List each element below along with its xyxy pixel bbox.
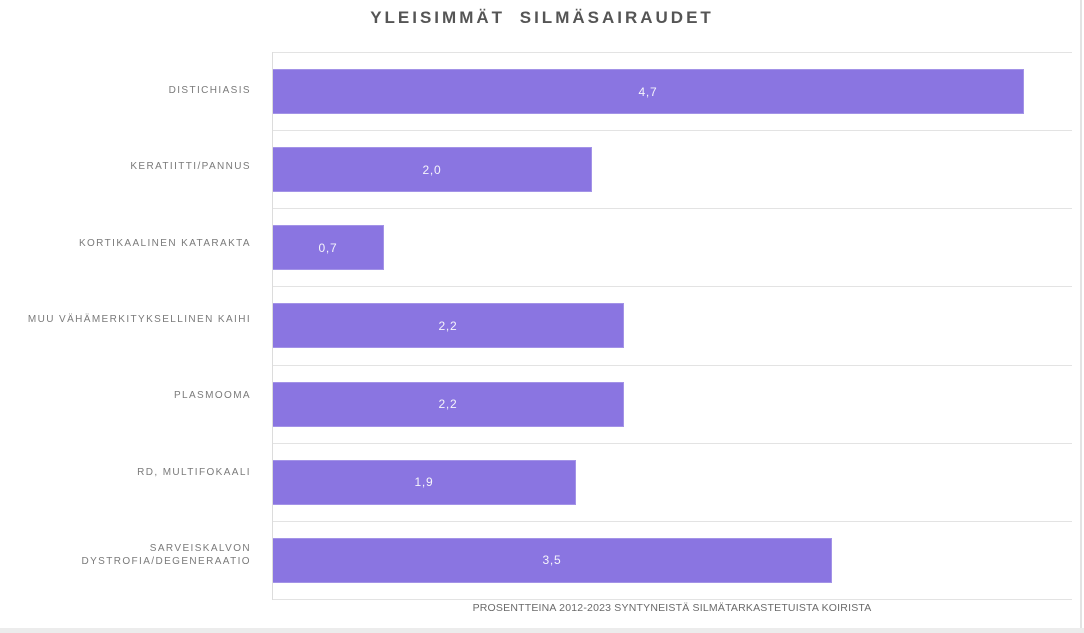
chart-caption: PROSENTTEINA 2012-2023 SYNTYNEISTÄ SILMÄ… bbox=[472, 602, 872, 614]
category-label: PLASMOOMA bbox=[173, 390, 251, 402]
chart-title: YLEISIMMÄT SILMÄSAIRAUDET bbox=[370, 8, 714, 27]
bar-value-label: 1,9 bbox=[414, 475, 434, 490]
bar-value-label: 2,0 bbox=[422, 162, 442, 177]
category-labels: DISTICHIASIS KERATIITTI/PANNUS KORTIKAALIN… bbox=[0, 52, 262, 600]
bar: 2,2 bbox=[272, 381, 624, 427]
bar: 3,5 bbox=[272, 537, 832, 583]
category-label: DISTICHIASIS bbox=[168, 84, 251, 96]
category-label: RD, MULTIFOKAALI bbox=[137, 466, 251, 478]
chart-row: 3,5 bbox=[272, 522, 1072, 600]
chart-row: 2,2 bbox=[272, 366, 1072, 444]
category-label: SARVEISKALVON DYSTROFIA/DEGENERAATIO bbox=[81, 543, 251, 568]
category-label: KORTIKAALINEN KATARAKTA bbox=[78, 237, 251, 249]
bar: 2,2 bbox=[272, 303, 624, 349]
category-label: MUU VÄHÄMERKITYKSELLINEN KAIHI bbox=[27, 313, 251, 325]
category-label: KERATIITTI/PANNUS bbox=[130, 161, 251, 173]
bar-value-label: 4,7 bbox=[638, 84, 658, 99]
bar: 0,7 bbox=[272, 225, 384, 271]
chart-row: 2,2 bbox=[272, 287, 1072, 366]
chart-row: 4,7 bbox=[272, 53, 1072, 132]
chart-row: 2,0 bbox=[272, 131, 1072, 210]
window-right-edge bbox=[1080, 0, 1082, 633]
bar: 2,0 bbox=[272, 147, 592, 193]
y-axis-line bbox=[272, 52, 273, 600]
bar-value-label: 0,7 bbox=[318, 240, 338, 255]
plot-area: 4,7 2,0 0,7 2,2 2,2 1,9 3,5 bbox=[272, 52, 1072, 600]
bar-value-label: 3,5 bbox=[542, 553, 562, 568]
chart-row: 1,9 bbox=[272, 444, 1072, 522]
chart-row: 0,7 bbox=[272, 209, 1072, 288]
bar: 4,7 bbox=[272, 69, 1024, 115]
bar: 1,9 bbox=[272, 459, 576, 505]
window-bottom-edge bbox=[0, 628, 1084, 633]
bar-value-label: 2,2 bbox=[438, 318, 458, 333]
bar-value-label: 2,2 bbox=[438, 397, 458, 412]
